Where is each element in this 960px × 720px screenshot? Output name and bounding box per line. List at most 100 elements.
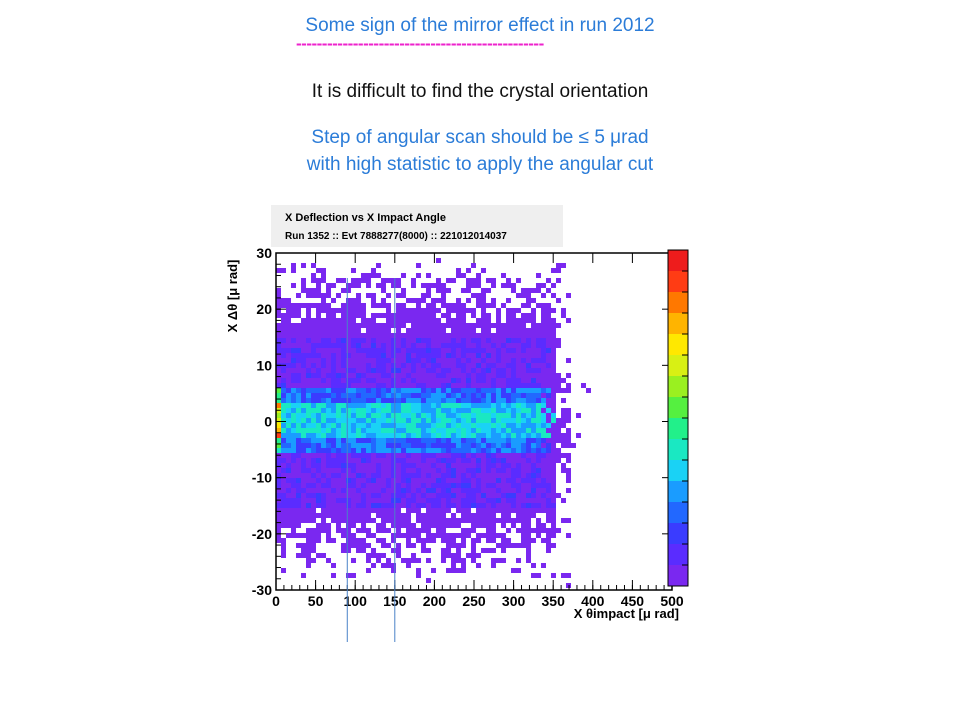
heatmap-cell	[431, 303, 436, 308]
heatmap-cell	[486, 288, 491, 293]
heatmap-cell	[411, 368, 416, 373]
heatmap-cell	[486, 428, 491, 433]
heatmap-cell	[566, 413, 571, 418]
heatmap-cell	[431, 413, 436, 418]
heatmap-cell	[531, 403, 536, 408]
heatmap-cell	[321, 268, 326, 273]
heatmap-cell	[511, 488, 516, 493]
heatmap-cell	[291, 418, 296, 423]
heatmap-cell	[321, 418, 326, 423]
heatmap-cell	[366, 478, 371, 483]
heatmap-cell	[296, 468, 301, 473]
heatmap-cell	[281, 343, 286, 348]
heatmap-cell	[536, 408, 541, 413]
heatmap-cell	[396, 338, 401, 343]
heatmap-cell	[436, 463, 441, 468]
heatmap-cell	[376, 418, 381, 423]
heatmap-cell	[376, 488, 381, 493]
heatmap-cell	[306, 483, 311, 488]
heatmap-cell	[436, 493, 441, 498]
heatmap-cell	[341, 463, 346, 468]
heatmap-cell	[516, 348, 521, 353]
heatmap-cell	[386, 413, 391, 418]
heatmap-cell	[566, 418, 571, 423]
heatmap-cell	[366, 323, 371, 328]
heatmap-cell	[561, 408, 566, 413]
heatmap-cell	[536, 273, 541, 278]
heatmap-cell	[371, 333, 376, 338]
heatmap-cell	[281, 298, 286, 303]
heatmap-cell	[501, 353, 506, 358]
heatmap-cell	[506, 283, 511, 288]
heatmap-cell	[306, 493, 311, 498]
heatmap-cell	[366, 318, 371, 323]
heatmap-cell	[281, 543, 286, 548]
heatmap-cell	[536, 368, 541, 373]
heatmap-cell	[416, 333, 421, 338]
heatmap-cell	[486, 353, 491, 358]
heatmap-cell	[361, 398, 366, 403]
heatmap-cell	[386, 393, 391, 398]
heatmap-cell	[451, 503, 456, 508]
heatmap-cell	[446, 303, 451, 308]
heatmap-cell	[321, 328, 326, 333]
heatmap-cell	[411, 313, 416, 318]
heatmap-cell	[366, 438, 371, 443]
heatmap-cell	[406, 448, 411, 453]
heatmap-cell	[486, 463, 491, 468]
heatmap-cell	[391, 348, 396, 353]
heatmap-cell	[366, 373, 371, 378]
heatmap-cell	[476, 368, 481, 373]
heatmap-cell	[451, 373, 456, 378]
heatmap-cell	[511, 438, 516, 443]
heatmap-cell	[461, 343, 466, 348]
heatmap-cell	[281, 373, 286, 378]
heatmap-cell	[486, 433, 491, 438]
heatmap-cell	[511, 373, 516, 378]
heatmap-cell	[486, 398, 491, 403]
heatmap-cell	[321, 453, 326, 458]
heatmap-cell	[551, 333, 556, 338]
heatmap-cell	[486, 363, 491, 368]
heatmap-cell	[371, 293, 376, 298]
heatmap-cell	[316, 378, 321, 383]
heatmap-cell	[326, 323, 331, 328]
heatmap-cell	[411, 393, 416, 398]
heatmap-cell	[516, 453, 521, 458]
heatmap-cell	[501, 363, 506, 368]
heatmap-cell	[516, 278, 521, 283]
heatmap-cell	[371, 408, 376, 413]
heatmap-cell	[336, 433, 341, 438]
heatmap-cell	[406, 533, 411, 538]
heatmap-cell	[526, 543, 531, 548]
heatmap-cell	[401, 333, 406, 338]
heatmap-cell	[396, 383, 401, 388]
heatmap-cell	[371, 418, 376, 423]
heatmap-cell	[406, 563, 411, 568]
heatmap-cell	[376, 348, 381, 353]
heatmap-cell	[376, 553, 381, 558]
heatmap-cell	[416, 458, 421, 463]
heatmap-cell	[481, 533, 486, 538]
heatmap-cell	[556, 263, 561, 268]
heatmap-cell	[321, 308, 326, 313]
title-underline-dashes: ----------------------------------------…	[296, 34, 544, 52]
heatmap-cell	[481, 308, 486, 313]
heatmap-cell	[391, 278, 396, 283]
heatmap-cell	[511, 413, 516, 418]
heatmap-cell	[526, 443, 531, 448]
heatmap-cell	[501, 518, 506, 523]
heatmap-cell	[526, 293, 531, 298]
heatmap-cell	[396, 403, 401, 408]
heatmap-cell	[451, 458, 456, 463]
heatmap-cell	[466, 518, 471, 523]
heatmap-cell	[486, 478, 491, 483]
heatmap-cell	[376, 473, 381, 478]
heatmap-cell	[326, 348, 331, 353]
heatmap-cell	[376, 363, 381, 368]
heatmap-cell	[556, 433, 561, 438]
heatmap-cell	[481, 473, 486, 478]
heatmap-cell	[296, 483, 301, 488]
heatmap-cell	[371, 443, 376, 448]
heatmap-cell	[351, 368, 356, 373]
